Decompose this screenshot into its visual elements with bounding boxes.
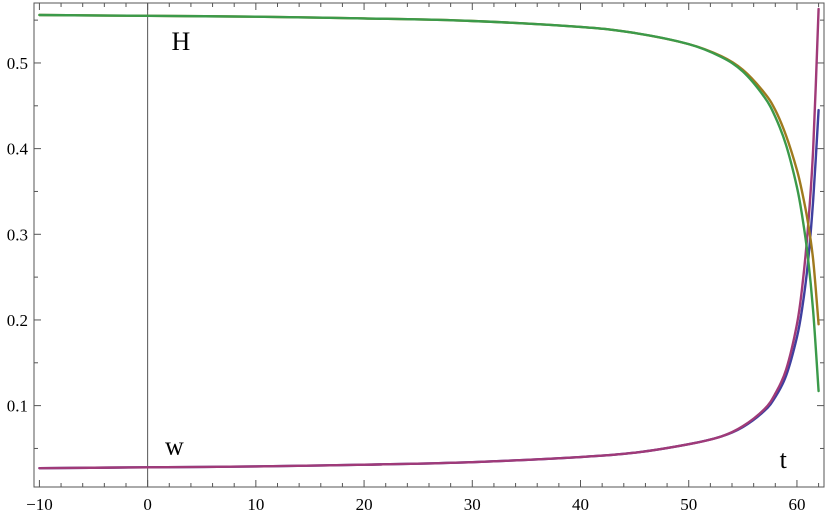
- series-line-2: [38, 7, 820, 470]
- series-layer: [38, 7, 820, 470]
- annotation-label: t: [780, 445, 788, 474]
- tick-marks: [34, 3, 824, 487]
- y-tick-label: 0.1: [7, 397, 28, 416]
- annotations: Hw t: [165, 27, 788, 474]
- x-tick-label: 10: [247, 495, 264, 514]
- plot-frame: [33, 2, 825, 488]
- y-tick-label: 0.2: [7, 311, 28, 330]
- y-tick-label: 0.4: [7, 140, 29, 159]
- series-line-4: [38, 13, 820, 393]
- x-tick-label: 40: [572, 495, 589, 514]
- series-line-3: [38, 13, 820, 326]
- y-tick-labels: 0.1 0.2 0.3 0.4 0.5: [7, 54, 29, 416]
- x-tick-label: 50: [680, 495, 697, 514]
- annotation-label: H: [171, 27, 190, 56]
- x-tick-label: 30: [464, 495, 481, 514]
- x-tick-label: 60: [788, 495, 805, 514]
- y-tick-label: 0.5: [7, 54, 28, 73]
- x-tick-label: 0: [143, 495, 152, 514]
- annotation-label: w: [165, 431, 184, 460]
- x-tick-label: −10: [26, 495, 53, 514]
- x-tick-label: 20: [356, 495, 373, 514]
- x-tick-labels: −10 0 10 20 30 40 50 60: [26, 495, 805, 514]
- series-line-1: [38, 108, 820, 470]
- y-tick-label: 0.3: [7, 225, 28, 244]
